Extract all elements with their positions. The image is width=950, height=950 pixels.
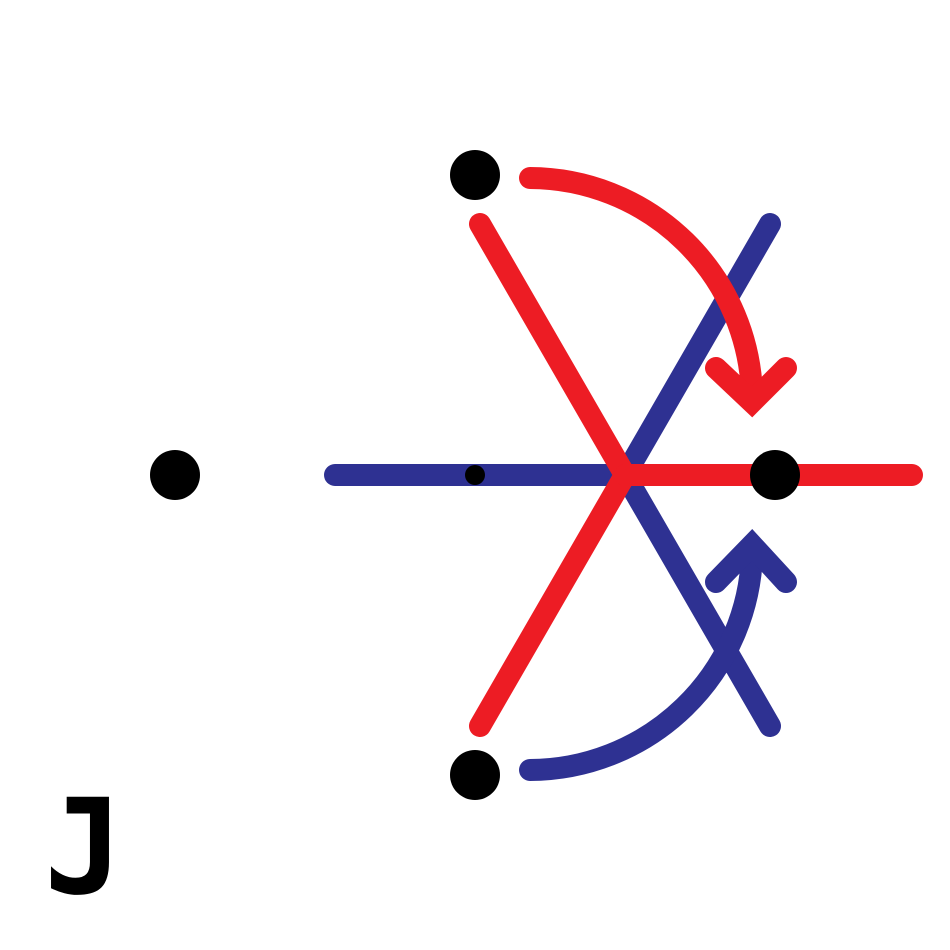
point-bottom (450, 750, 500, 800)
red-arc (519, 167, 763, 406)
black-points (150, 150, 800, 800)
red-line-lower-diagonal (469, 464, 636, 737)
red-line-upper-diagonal (469, 213, 636, 486)
point-top (450, 150, 500, 200)
point-left (150, 450, 200, 500)
blue-line-upper-diagonal (614, 213, 781, 486)
red-arrowhead (705, 357, 797, 418)
point-center-small (465, 465, 485, 485)
blue-arrowhead (705, 528, 797, 593)
blue-rotation-arrow (519, 528, 797, 781)
blue-line-lower-diagonal (614, 464, 781, 737)
red-rotation-arrow (519, 167, 797, 418)
point-right (750, 450, 800, 500)
diagram-label: J (44, 771, 124, 925)
blue-arc (519, 544, 763, 781)
